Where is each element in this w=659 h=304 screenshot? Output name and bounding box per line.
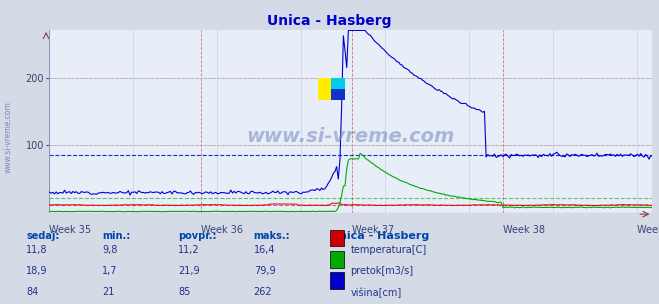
- Text: sedaj:: sedaj:: [26, 231, 60, 241]
- Text: 9,8: 9,8: [102, 245, 117, 255]
- Bar: [318, 78, 331, 100]
- Text: Week 38: Week 38: [503, 225, 545, 235]
- Text: povpr.:: povpr.:: [178, 231, 216, 241]
- Text: 1,7: 1,7: [102, 266, 118, 276]
- Text: 21: 21: [102, 287, 115, 297]
- Text: 79,9: 79,9: [254, 266, 275, 276]
- Text: temperatura[C]: temperatura[C]: [351, 245, 427, 255]
- Text: 21,9: 21,9: [178, 266, 200, 276]
- Text: pretok[m3/s]: pretok[m3/s]: [351, 266, 414, 276]
- Text: 11,2: 11,2: [178, 245, 200, 255]
- Text: Week 39: Week 39: [637, 225, 659, 235]
- Text: Unica - Hasberg: Unica - Hasberg: [268, 14, 391, 28]
- Bar: [331, 89, 345, 100]
- Bar: [331, 78, 345, 89]
- Text: 84: 84: [26, 287, 39, 297]
- Text: Week 36: Week 36: [200, 225, 243, 235]
- Text: www.si-vreme.com: www.si-vreme.com: [246, 127, 455, 146]
- Text: višina[cm]: višina[cm]: [351, 287, 402, 298]
- Text: 262: 262: [254, 287, 272, 297]
- Text: 85: 85: [178, 287, 190, 297]
- Text: 18,9: 18,9: [26, 266, 48, 276]
- Text: min.:: min.:: [102, 231, 130, 241]
- Text: Week 35: Week 35: [49, 225, 92, 235]
- Text: Week 37: Week 37: [352, 225, 394, 235]
- Text: www.si-vreme.com: www.si-vreme.com: [3, 101, 13, 173]
- Text: 16,4: 16,4: [254, 245, 275, 255]
- Text: maks.:: maks.:: [254, 231, 291, 241]
- Text: 11,8: 11,8: [26, 245, 48, 255]
- Text: Unica - Hasberg: Unica - Hasberg: [330, 231, 429, 241]
